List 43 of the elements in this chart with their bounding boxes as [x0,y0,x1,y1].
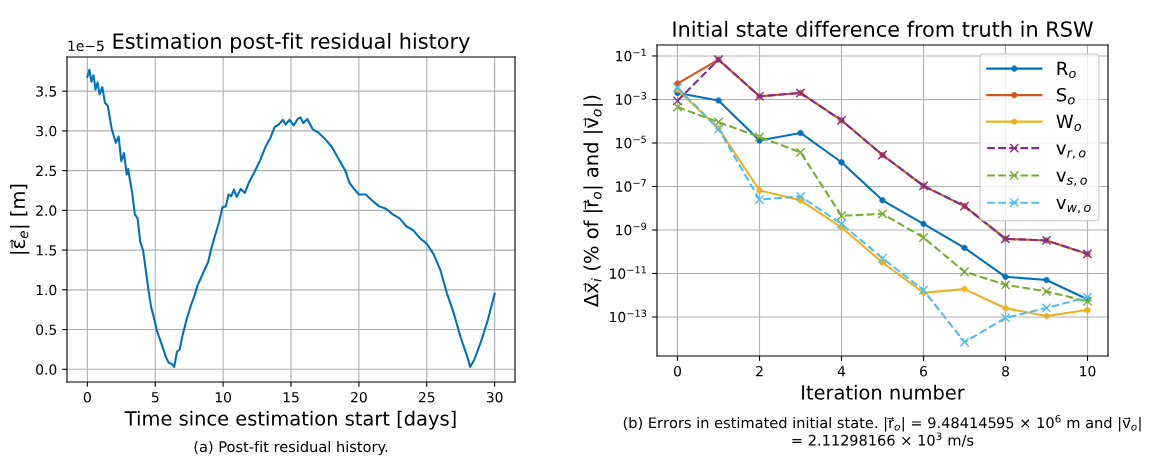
x-axis-title: Time since estimation start [days] [124,410,456,430]
y-tick-label: 10$^{−5}$ [616,135,646,149]
y-tick-label: 10$^{−13}$ [610,309,647,323]
y-axis-title: |ε⃗$_{e}$| [m] [10,184,30,254]
text: (b) Errors in estimated initial state. |r⃗$_{o}$| = 9.48414595 × 10$^{6}$ m and |v⃗$_{o}$| = 2.11298166 × 10$^{3}$ m/s [623,414,1141,447]
chart-title: Estimation post-fit residual history [113,32,470,53]
y-tick-label: 10$^{−9}$ [616,222,647,236]
y-tick-label: 2.5 [36,165,57,177]
x-tick-label: 10 [215,391,232,403]
legend-label: v$_{r,o}$ [1056,144,1086,159]
x-tick-label: 0 [83,391,91,403]
legend-label: W$_{o}$ [1056,114,1081,132]
legend-label: v$_{s,o}$ [1056,171,1087,187]
x-tick-label: 30 [486,391,503,403]
legend-label: S$_{o}$ [1057,87,1075,105]
y-tick-label: 1.5 [36,245,57,256]
x-tick-label: 8 [1002,365,1009,377]
y-tick-label: 3.0 [36,125,57,137]
x-tick-label: 5 [151,392,159,403]
x-tick-label: 4 [837,366,846,377]
y-tick-label: 10$^{−7}$ [616,179,646,192]
x-tick-label: 0 [674,365,681,377]
y-axis-title: Δx⃗$_{i}$ (% of |r⃗$_{o}$| and |v⃗$_{o}$|) [583,95,603,307]
text: 1e−5 [68,40,104,52]
legend-label: R$_{o}$ [1057,61,1076,79]
chart-title: Initial state difference from truth in RSW [673,20,1093,37]
x-tick-label: 6 [920,365,928,377]
y-tick-label: 0.5 [36,324,57,336]
y-tick-label: 1.0 [36,284,57,296]
y-tick-label: 3.5 [36,86,57,97]
x-tick-label: 25 [418,391,435,403]
x-tick-label: 15 [283,392,299,403]
y-tick-label: 10$^{−3}$ [616,92,646,105]
y-tick-label: 10$^{−11}$ [610,266,646,279]
y-tick-label: 10$^{−1}$ [616,48,646,62]
x-tick-label: 2 [756,365,763,377]
legend-label: v$_{w,o}$ [1056,199,1091,214]
x-tick-label: 20 [351,391,367,403]
text: (a) Post-fit residual history. [194,440,388,455]
x-axis-title: Iteration number [802,384,965,400]
y-tick-label: 0.0 [36,364,57,375]
y-tick-label: 2.0 [36,205,57,216]
x-tick-label: 10 [1080,365,1096,377]
